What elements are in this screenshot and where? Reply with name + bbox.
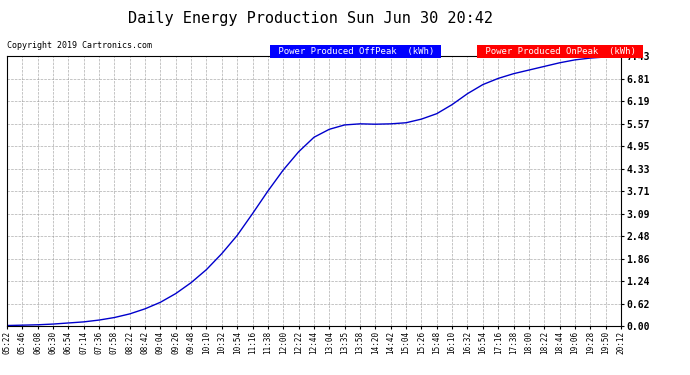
Text: Power Produced OffPeak  (kWh): Power Produced OffPeak (kWh): [273, 47, 439, 56]
Text: Copyright 2019 Cartronics.com: Copyright 2019 Cartronics.com: [7, 41, 152, 50]
Text: Power Produced OnPeak  (kWh): Power Produced OnPeak (kWh): [480, 47, 641, 56]
Text: Daily Energy Production Sun Jun 30 20:42: Daily Energy Production Sun Jun 30 20:42: [128, 11, 493, 26]
